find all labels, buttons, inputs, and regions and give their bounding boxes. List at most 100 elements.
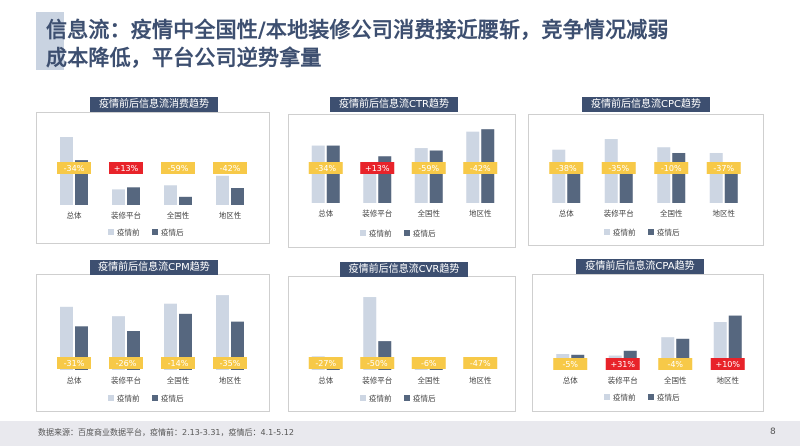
bar-before-3: [216, 175, 229, 205]
change-badge-1: +31%: [611, 360, 636, 369]
bar-after-2: [179, 196, 192, 205]
category-label-1: 装修平台: [362, 208, 392, 218]
change-badge-bg-2: [658, 358, 693, 370]
bar-after-0: [567, 167, 581, 203]
change-badge-0: -27%: [315, 359, 336, 368]
change-badge-1: +13%: [114, 164, 139, 173]
change-badge-1: -35%: [608, 164, 629, 173]
change-badge-bg-0: [57, 162, 91, 174]
change-badge-3: -42%: [470, 164, 491, 173]
legend-label-before: 疫情前: [117, 227, 140, 237]
chart-panel-cvr: [288, 276, 516, 412]
change-badge-bg-2: [411, 357, 446, 369]
change-badge-bg-0: [549, 162, 584, 174]
legend-swatch-before: [108, 395, 114, 401]
change-badge-bg-1: [601, 162, 636, 174]
bar-after-0: [326, 145, 340, 203]
category-label-2: 全国性: [418, 375, 441, 385]
legend-swatch-before: [360, 230, 366, 236]
chart-title-cpm: 疫情前后信息流CPM趋势: [90, 260, 218, 275]
change-badge-bg-2: [411, 162, 446, 174]
legend-swatch-after: [404, 395, 410, 401]
category-label-0: 总体: [318, 375, 333, 385]
bar-after-3: [728, 315, 742, 370]
category-label-3: 地区性: [717, 375, 740, 385]
category-label-3: 地区性: [713, 208, 736, 218]
legend-swatch-after: [404, 230, 410, 236]
category-label-0: 总体: [559, 208, 574, 218]
legend-label-after: 疫情后: [413, 228, 436, 238]
change-badge-3: +10%: [716, 360, 741, 369]
legend-swatch-before: [360, 395, 366, 401]
legend-swatch-before: [604, 394, 610, 400]
bar-before-1: [363, 297, 377, 370]
change-badge-2: -59%: [168, 164, 189, 173]
category-label-2: 全国性: [660, 208, 683, 218]
legend-label-after: 疫情后: [161, 227, 184, 237]
change-badge-bg-1: [109, 357, 143, 369]
legend-label-after: 疫情后: [413, 393, 436, 403]
change-badge-bg-0: [308, 357, 343, 369]
bar-before-1: [112, 316, 125, 370]
category-label-2: 全国性: [167, 210, 190, 220]
bar-after-2: [179, 313, 192, 370]
change-badge-bg-3: [706, 162, 741, 174]
category-label-2: 全国性: [167, 375, 190, 385]
chart-title-cpa: 疫情前后信息流CPA趋势: [576, 259, 704, 274]
data-source-note: 数据来源：百度商业数据平台，疫情前：2.13-3.31，疫情后：4.1-5.12: [38, 428, 294, 437]
legend-label-after: 疫情后: [161, 393, 184, 403]
change-badge-2: -4%: [667, 360, 683, 369]
change-badge-2: -14%: [168, 359, 189, 368]
category-label-3: 地区性: [469, 208, 492, 218]
category-label-1: 装修平台: [604, 208, 634, 218]
category-label-0: 总体: [563, 375, 578, 385]
change-badge-2: -10%: [661, 164, 682, 173]
change-badge-bg-1: [360, 162, 395, 174]
change-badge-bg-0: [57, 357, 91, 369]
change-badge-bg-0: [553, 358, 588, 370]
category-label-1: 装修平台: [111, 210, 141, 220]
change-badge-3: -42%: [220, 164, 241, 173]
change-badge-bg-1: [109, 162, 143, 174]
legend-swatch-after: [152, 395, 158, 401]
change-badge-bg-3: [213, 162, 247, 174]
legend-swatch-after: [648, 394, 654, 400]
chart-title-cpc: 疫情前后信息流CPC趋势: [582, 97, 710, 112]
change-badge-0: -38%: [556, 164, 577, 173]
legend-label-before: 疫情前: [613, 392, 636, 402]
legend-label-after: 疫情后: [657, 392, 680, 402]
legend-swatch-after: [648, 229, 654, 235]
legend-label-before: 疫情前: [369, 228, 392, 238]
category-label-2: 全国性: [664, 375, 687, 385]
change-badge-bg-2: [161, 357, 195, 369]
change-badge-bg-2: [654, 162, 689, 174]
page-title: 信息流：疫情中全国性/本地装修公司消费接近腰斩，竞争情况减弱 成本降低，平台公司…: [46, 16, 669, 72]
change-badge-bg-1: [360, 357, 395, 369]
legend-label-before: 疫情前: [613, 227, 636, 237]
change-badge-0: -34%: [64, 164, 85, 173]
chart-title-cvr: 疫情前后信息流CVR趋势: [340, 262, 468, 277]
legend-label-before: 疫情前: [369, 393, 392, 403]
change-badge-bg-0: [308, 162, 343, 174]
legend-swatch-before: [604, 229, 610, 235]
change-badge-0: -31%: [64, 359, 85, 368]
chart-title-ctr: 疫情前后信息流CTR趋势: [330, 97, 458, 112]
page-title-line1: 信息流：疫情中全国性/本地装修公司消费接近腰斩，竞争情况减弱: [46, 18, 669, 42]
legend-label-after: 疫情后: [657, 227, 680, 237]
change-badge-2: -6%: [421, 359, 437, 368]
change-badge-0: -5%: [562, 360, 578, 369]
bar-before-2: [414, 148, 428, 203]
change-badge-bg-3: [213, 357, 247, 369]
change-badge-0: -34%: [315, 164, 336, 173]
change-badge-1: -50%: [367, 359, 388, 368]
change-badge-1: +13%: [365, 164, 390, 173]
category-label-2: 全国性: [418, 208, 441, 218]
footer-bar: 数据来源：百度商业数据平台，疫情前：2.13-3.31，疫情后：4.1-5.12…: [0, 421, 800, 446]
bar-before-2: [164, 303, 177, 370]
category-label-1: 装修平台: [362, 375, 392, 385]
